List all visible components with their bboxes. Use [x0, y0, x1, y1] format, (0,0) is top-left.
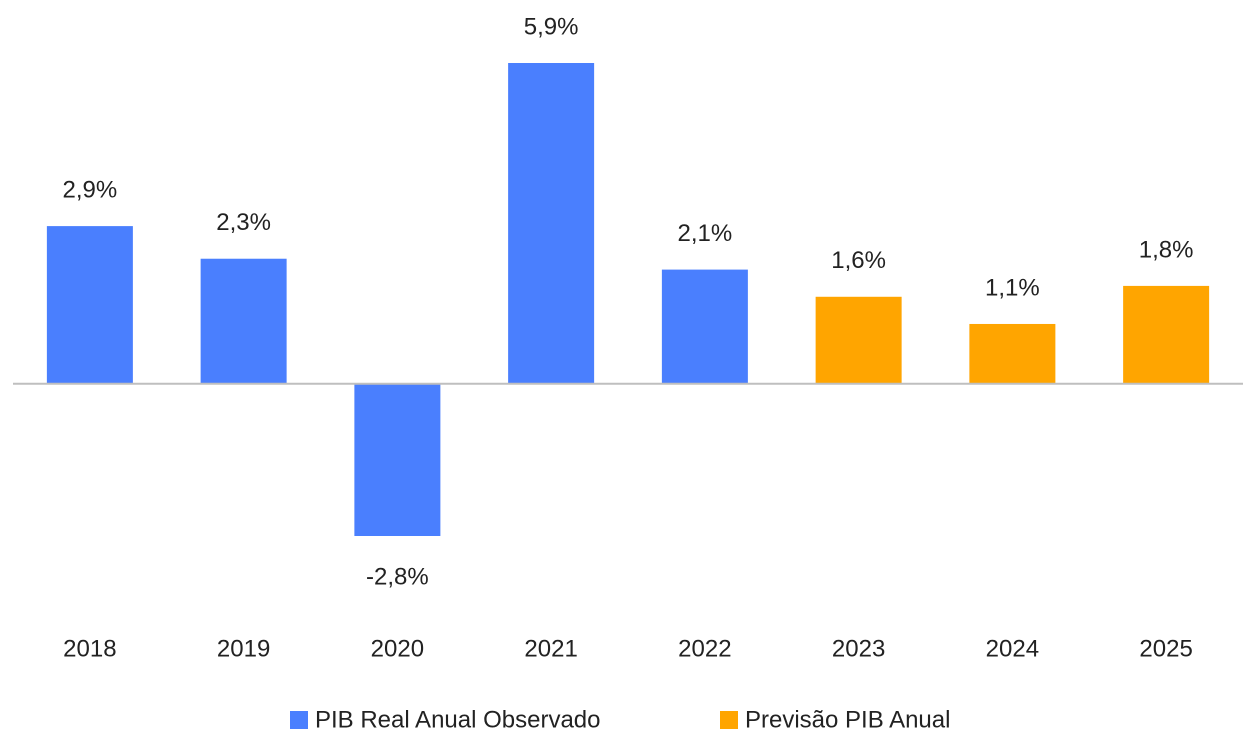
x-tick-label: 2025 [1139, 635, 1192, 662]
data-label: -2,8% [366, 563, 429, 590]
data-label: 5,9% [524, 13, 579, 40]
legend-label: Previsão PIB Anual [745, 706, 950, 733]
bar [46, 226, 133, 384]
data-label: 1,1% [985, 274, 1040, 301]
bar [661, 269, 748, 384]
bar [969, 323, 1056, 384]
x-tick-label: 2021 [524, 635, 577, 662]
x-tick-label: 2018 [63, 635, 116, 662]
x-tick-label: 2023 [832, 635, 885, 662]
data-label: 2,3% [216, 209, 271, 236]
legend-swatch [290, 711, 308, 729]
bar [200, 258, 287, 384]
bar [815, 296, 902, 384]
x-tick-label: 2024 [986, 635, 1039, 662]
legend-label: PIB Real Anual Observado [315, 706, 601, 733]
data-label: 1,8% [1139, 236, 1194, 263]
bar [354, 383, 441, 536]
x-tick-label: 2020 [371, 635, 424, 662]
bar [1123, 285, 1210, 384]
legend-swatch [720, 711, 738, 729]
x-tick-label: 2019 [217, 635, 270, 662]
bar [508, 63, 595, 384]
data-label: 1,6% [831, 247, 886, 274]
data-label: 2,9% [63, 176, 118, 203]
x-tick-label: 2022 [678, 635, 731, 662]
data-label: 2,1% [678, 220, 733, 247]
